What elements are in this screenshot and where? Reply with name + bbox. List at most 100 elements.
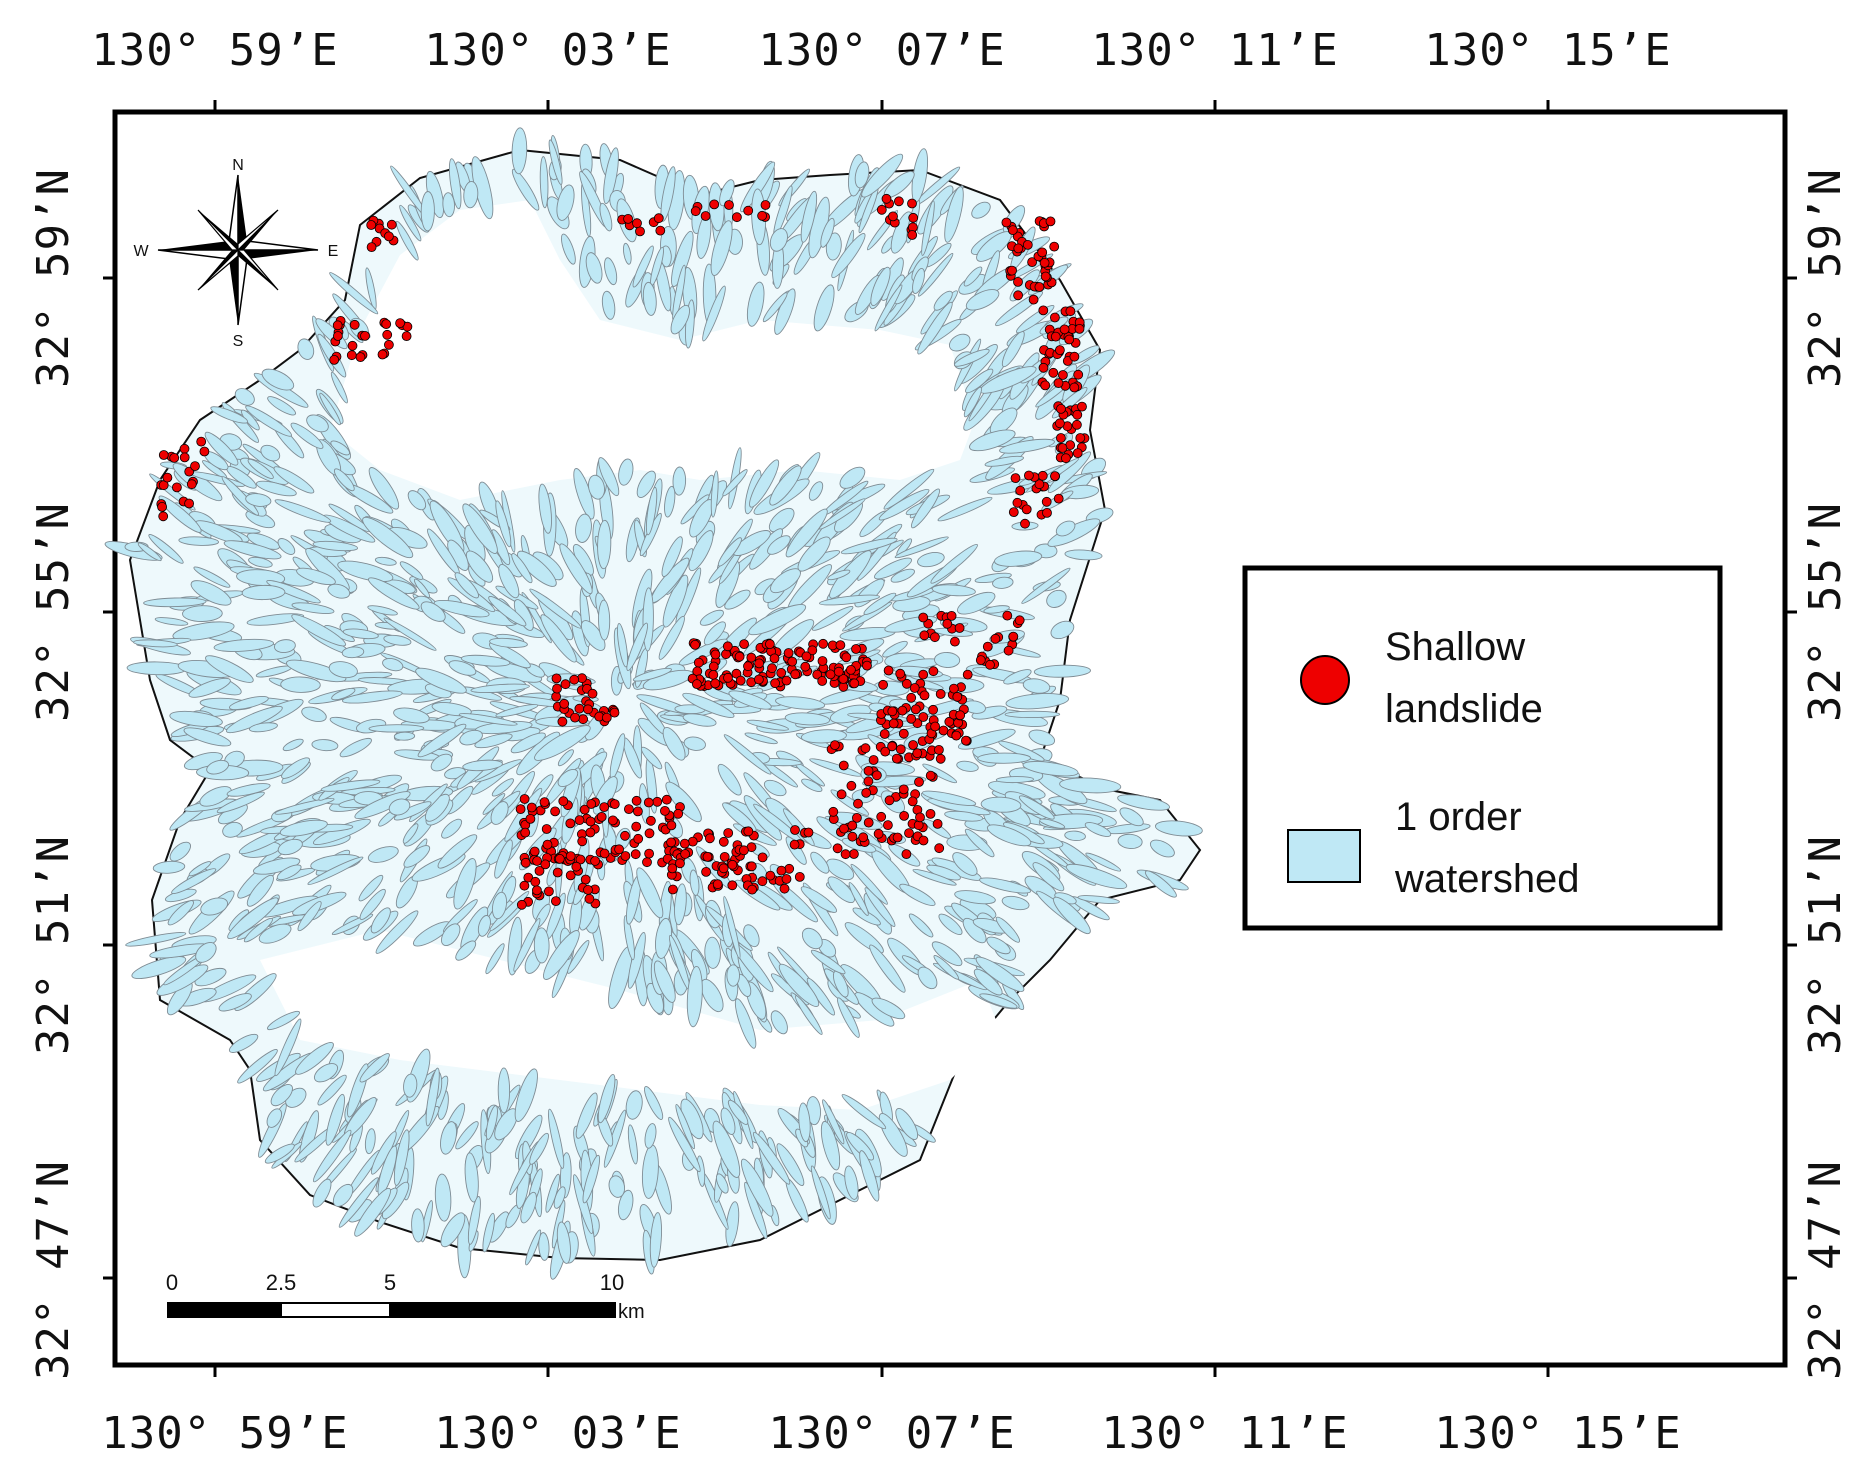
watershed-patch	[801, 927, 823, 950]
watershed-patch	[829, 550, 872, 599]
landslide-point	[846, 665, 856, 675]
watershed-patch	[252, 857, 301, 875]
watershed-patch	[644, 1086, 664, 1120]
landslide-point	[770, 678, 780, 689]
watershed-patch	[632, 245, 654, 288]
watershed-patch	[330, 371, 348, 404]
watershed-patch	[618, 458, 634, 486]
watershed-patch	[585, 252, 603, 284]
landslide-point	[551, 691, 561, 702]
landslide-point	[907, 796, 918, 807]
landslide-point	[942, 618, 953, 629]
watershed-patch	[931, 584, 976, 597]
watershed-patch	[264, 1143, 295, 1164]
watershed-patch	[556, 1221, 571, 1264]
watershed-patch	[194, 967, 227, 987]
landslide-point	[928, 704, 938, 715]
watershed-patch	[995, 916, 1021, 943]
watershed-patch	[874, 284, 903, 332]
landslide-point	[709, 199, 720, 210]
watershed-patch	[1059, 777, 1122, 794]
watershed-patch	[403, 845, 431, 868]
landslide-point	[912, 748, 923, 759]
watershed-patch	[367, 846, 399, 863]
landslide-point	[571, 861, 582, 872]
landslide-point	[692, 679, 702, 689]
landslide-point	[803, 827, 814, 838]
landslide-point	[1039, 257, 1050, 268]
watershed-patch	[1022, 678, 1051, 694]
watershed-patch	[538, 483, 552, 534]
landslide-point	[918, 612, 929, 623]
landslide-point	[908, 212, 919, 223]
landslide-point	[401, 331, 412, 342]
landslide-point	[644, 828, 655, 839]
watershed-patch	[333, 468, 355, 492]
landslide-point	[1034, 479, 1045, 490]
landslide-point	[1056, 433, 1066, 443]
watershed-patch	[368, 577, 420, 610]
watershed-patch	[811, 605, 854, 631]
watershed-patch	[710, 220, 733, 276]
watershed-patch	[312, 1129, 352, 1183]
watershed-patch	[337, 560, 394, 583]
landslide-point	[883, 820, 893, 830]
tick-marks	[103, 100, 1797, 1377]
landslide-point	[746, 861, 757, 872]
watershed-patches	[104, 127, 1203, 1280]
watershed-patch	[1032, 862, 1065, 892]
study-area	[104, 127, 1203, 1280]
watershed-patch	[557, 749, 574, 767]
landslide-point	[1012, 497, 1023, 508]
landslide-point	[541, 824, 552, 834]
landslide-point	[580, 874, 591, 885]
watershed-patch	[1003, 669, 1032, 685]
watershed-patch	[312, 540, 359, 552]
watershed-patch	[575, 513, 592, 543]
watershed-patch	[223, 540, 282, 560]
watershed-patch	[462, 759, 503, 772]
landslide-point	[667, 863, 678, 874]
watershed-patch	[662, 574, 689, 628]
watershed-patch	[411, 1208, 425, 1243]
watershed-patch	[342, 690, 403, 704]
bottom-label-3: 130° 07’E	[768, 1408, 1015, 1459]
landslide-point	[179, 443, 190, 454]
watershed-patch	[1004, 710, 1061, 719]
landslide-point	[794, 872, 805, 882]
landslide-point	[930, 632, 940, 643]
watershed-patch	[963, 266, 983, 287]
landslide-point	[734, 651, 745, 662]
landslide-point	[701, 867, 711, 877]
landslide-point	[1064, 334, 1075, 345]
landslide-point	[925, 809, 936, 819]
landslide-point	[1077, 401, 1087, 412]
landslide-point	[838, 674, 849, 684]
watershed-patch	[317, 1074, 347, 1106]
watershed-patch	[933, 955, 959, 980]
watershed-patch	[193, 566, 231, 588]
landslide-point	[712, 879, 723, 890]
landslide-point	[710, 649, 721, 660]
bottom-label-4: 130° 11’E	[1101, 1408, 1348, 1459]
landslide-point	[652, 796, 663, 807]
landslide-point	[849, 849, 859, 859]
watershed-patch	[608, 1175, 626, 1198]
landslide-point	[723, 828, 734, 838]
watershed-patch	[826, 858, 855, 881]
landslide-point	[653, 213, 664, 224]
landslide-point	[599, 848, 610, 859]
watershed-patch	[965, 289, 1000, 311]
watershed-patch	[443, 899, 478, 933]
watershed-patch	[485, 1105, 498, 1140]
watershed-patch	[277, 838, 303, 856]
landslide-point	[888, 718, 899, 729]
landslide-point	[800, 661, 811, 672]
watershed-patch	[882, 640, 908, 658]
watershed-patch	[291, 614, 347, 647]
landslide-point	[574, 703, 585, 714]
landslide-point	[892, 832, 903, 843]
landslide-point	[907, 198, 917, 209]
watershed-patch	[266, 1108, 283, 1128]
watershed-patch	[640, 746, 663, 770]
